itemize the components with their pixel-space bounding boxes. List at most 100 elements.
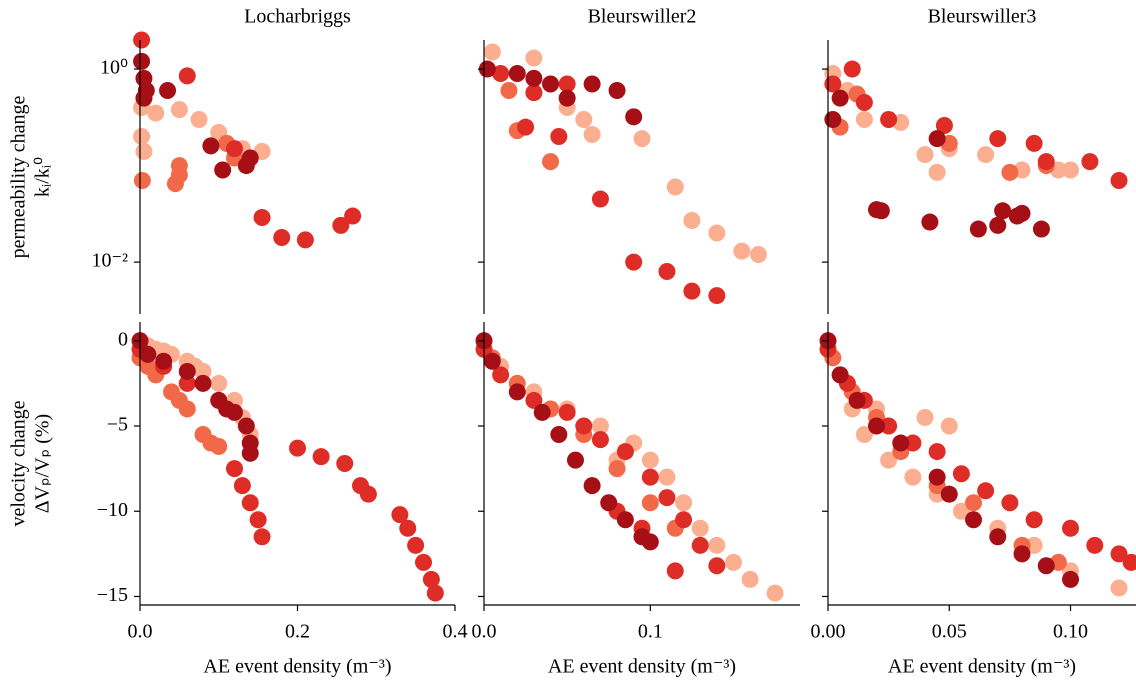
x-axis-label: AE event density (m⁻³)	[548, 656, 736, 678]
scatter-point	[691, 536, 709, 554]
y-tick-label: −15	[97, 584, 128, 606]
scatter-point	[139, 357, 157, 375]
scatter-point	[683, 282, 701, 300]
scatter-point	[1062, 161, 1080, 179]
y-axis-label: ΔVₚ/Vₚ (%)	[32, 414, 54, 513]
scatter-point	[708, 536, 726, 554]
scatter-point	[1025, 134, 1043, 152]
y-tick-label: −10	[97, 499, 128, 521]
scatter-point	[133, 128, 151, 146]
y-tick-label: 10⁻²	[91, 250, 128, 272]
scatter-point	[155, 352, 173, 370]
scatter-point	[190, 111, 208, 129]
scatter-point	[824, 75, 842, 93]
scatter-point	[525, 69, 543, 87]
scatter-point	[483, 352, 501, 370]
scatter-point	[336, 455, 354, 472]
scatter-point	[666, 178, 684, 196]
scatter-point	[359, 485, 377, 503]
scatter-point	[658, 262, 676, 280]
scatter-point	[616, 443, 634, 461]
scatter-point	[994, 202, 1012, 220]
scatter-point	[542, 75, 560, 93]
scatter-point	[241, 494, 259, 512]
y-tick-label: 10⁰	[100, 57, 128, 79]
scatter-point	[641, 468, 659, 486]
scatter-point	[399, 519, 417, 537]
scatter-point	[675, 494, 693, 512]
scatter-point	[641, 451, 659, 469]
scatter-point	[1032, 220, 1050, 238]
scatter-point	[880, 417, 898, 435]
scatter-point	[237, 417, 255, 435]
scatter-point	[178, 362, 196, 380]
scatter-point	[880, 451, 898, 469]
scatter-point	[683, 211, 701, 229]
scatter-point	[641, 494, 659, 512]
scatter-point	[904, 468, 922, 486]
scatter-point	[170, 391, 188, 409]
scatter-point	[928, 163, 946, 181]
scatter-point	[558, 89, 576, 107]
scatter-point	[928, 130, 946, 148]
scatter-point	[296, 231, 314, 249]
scatter-point	[666, 562, 684, 580]
scatter-point	[1081, 153, 1099, 171]
scatter-point	[583, 477, 601, 495]
scatter-point	[940, 417, 958, 435]
scatter-point	[517, 118, 535, 136]
scatter-point	[249, 511, 267, 529]
scatter-point	[600, 494, 618, 512]
scatter-point	[616, 511, 634, 529]
scatter-point	[766, 584, 784, 602]
scatter-point	[749, 245, 767, 263]
scatter-point	[426, 584, 444, 602]
scatter-point	[253, 528, 271, 546]
scatter-point	[525, 49, 543, 67]
scatter-point	[492, 366, 510, 384]
scatter-point	[575, 417, 593, 435]
x-tick-label: 0.0	[128, 621, 153, 643]
panel-title: Bleurswiller3	[928, 6, 1037, 28]
scatter-point	[508, 64, 526, 82]
scatter-point	[625, 108, 643, 126]
scatter-point	[226, 140, 243, 158]
scatter-point	[159, 81, 177, 99]
scatter-point	[904, 434, 922, 452]
scatter-point	[1110, 172, 1128, 190]
scatter-point	[202, 137, 220, 155]
scatter-point	[241, 149, 259, 167]
scatter-point	[289, 439, 306, 457]
scatter-point	[675, 511, 693, 529]
y-tick-label: −5	[107, 414, 128, 436]
scatter-point	[921, 213, 939, 231]
scatter-point	[940, 485, 958, 503]
x-tick-label: 0.0	[472, 621, 497, 643]
scatter-point	[855, 426, 873, 444]
scatter-point	[483, 43, 501, 61]
scatter-point	[1025, 511, 1043, 529]
scatter-point	[525, 84, 543, 102]
scatter-point	[133, 172, 151, 190]
scatter-point	[591, 417, 609, 435]
scatter-point	[533, 403, 551, 421]
scatter-point	[210, 437, 228, 455]
scatter-point	[969, 220, 987, 238]
scatter-point	[147, 104, 165, 122]
scatter-point	[214, 161, 232, 179]
scatter-point	[391, 506, 409, 524]
scatter-point	[658, 489, 676, 507]
scatter-point	[872, 202, 890, 220]
scatter-point	[332, 216, 350, 234]
scatter-point	[591, 431, 609, 449]
scatter-point	[273, 228, 291, 246]
scatter-point	[344, 207, 362, 225]
scatter-point	[525, 391, 543, 409]
scatter-point	[133, 52, 151, 70]
scatter-point	[989, 528, 1007, 546]
scatter-point	[575, 111, 593, 129]
scatter-point	[139, 345, 157, 363]
scatter-point	[658, 468, 676, 486]
scatter-point	[1001, 494, 1019, 512]
scatter-point	[708, 557, 726, 575]
